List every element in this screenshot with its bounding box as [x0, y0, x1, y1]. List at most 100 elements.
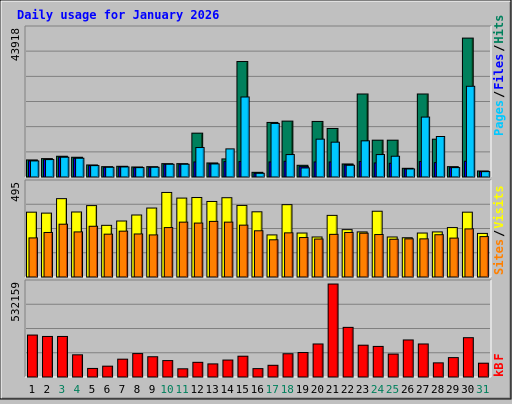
- bar-pages: [345, 164, 355, 178]
- bar-kbytes: [447, 357, 459, 378]
- bar-kbytes: [132, 353, 144, 378]
- bar-pages: [45, 159, 55, 178]
- x-tick-label: 15: [236, 383, 249, 396]
- x-tick-label: 27: [416, 383, 429, 396]
- chart-title: Daily usage for January 2026: [17, 8, 219, 22]
- bar-pages: [270, 122, 280, 178]
- bar-kbytes: [42, 335, 53, 378]
- bar-pages: [195, 147, 205, 178]
- bar-pages: [300, 167, 310, 178]
- bar-sites: [223, 221, 234, 278]
- bar-kbytes: [477, 362, 489, 378]
- bar-pages: [240, 96, 250, 178]
- bar-sites: [359, 232, 369, 278]
- bar-pages: [60, 156, 70, 178]
- panel-legend: Pages/Files/Hits: [492, 15, 506, 136]
- bar-sites: [43, 231, 53, 278]
- x-tick-label: 14: [221, 383, 235, 396]
- bar-kbytes: [177, 368, 189, 378]
- x-tick-label: 26: [401, 383, 414, 396]
- panel-kbytes: 532159 kB F: [9, 279, 506, 378]
- bar-sites: [404, 238, 414, 278]
- x-tick-label: 11: [175, 383, 188, 396]
- bar-kbytes: [402, 339, 414, 378]
- x-tick-label: 22: [341, 383, 354, 396]
- x-tick-label: 31: [476, 383, 489, 396]
- legend-f: F: [492, 353, 506, 360]
- bar-pages: [480, 171, 491, 178]
- bar-kbytes: [357, 344, 369, 378]
- bar-sites: [434, 234, 444, 278]
- bar-sites: [269, 239, 279, 278]
- x-tick-label: 1: [28, 383, 35, 396]
- bar-kbytes: [192, 361, 204, 378]
- bar-pages: [450, 167, 461, 178]
- bar-sites: [329, 233, 339, 278]
- x-tick-label: 12: [190, 383, 203, 396]
- bar-kbytes: [387, 353, 399, 378]
- bar-sites: [449, 237, 459, 278]
- x-tick-label: 25: [386, 383, 399, 396]
- chart-panels: 43918Pages/Files/Hits495Sites/Visits5321…: [9, 15, 506, 378]
- panel-max-label: 43918: [9, 28, 22, 61]
- bar-sites: [73, 231, 84, 278]
- bar-kbytes: [102, 365, 114, 378]
- bar-pages: [90, 165, 100, 178]
- bar-pages: [420, 116, 431, 178]
- x-tick-label: 5: [89, 383, 96, 396]
- bar-sites: [193, 222, 204, 278]
- x-tick-label: 24: [371, 383, 385, 396]
- bar-pages: [375, 154, 386, 178]
- x-tick-label: 23: [356, 383, 369, 396]
- x-tick-label: 8: [134, 383, 141, 396]
- panel-legend: kB F: [492, 353, 506, 377]
- bar-sites: [238, 224, 249, 278]
- legend-visits: Visits: [492, 185, 506, 228]
- bar-pages: [180, 163, 190, 178]
- bar-kbytes: [222, 359, 234, 378]
- bar-pages: [285, 154, 295, 178]
- panel-legend: Sites / Visits: [492, 185, 506, 275]
- x-tick-label: 21: [326, 383, 339, 396]
- bar-sites: [374, 234, 384, 278]
- x-tick-label: 2: [43, 383, 50, 396]
- x-tick-label: 29: [446, 383, 459, 396]
- x-tick-label: 3: [59, 383, 66, 396]
- bar-kbytes: [342, 326, 354, 378]
- bar-pages: [210, 163, 220, 178]
- x-tick-label: 6: [104, 383, 111, 396]
- bar-pages: [120, 166, 130, 178]
- bar-kbytes: [72, 354, 84, 378]
- bar-kbytes: [87, 367, 99, 378]
- bar-sites: [133, 233, 144, 278]
- bar-sites: [163, 227, 174, 278]
- legend-files: Files: [492, 54, 506, 90]
- bar-pages: [225, 148, 235, 178]
- bar-kbytes: [417, 343, 429, 378]
- x-tick-label: 19: [296, 383, 309, 396]
- bar-kbytes: [27, 334, 38, 378]
- bar-sites: [314, 238, 324, 278]
- legend-separator: /: [492, 230, 506, 237]
- bar-sites: [419, 238, 429, 278]
- bar-kbytes: [57, 335, 68, 378]
- x-tick-label: 18: [281, 383, 294, 396]
- bar-kbytes: [147, 356, 159, 378]
- bar-kbytes: [297, 352, 309, 378]
- bar-sites: [344, 231, 354, 278]
- x-tick-label: 20: [311, 383, 324, 396]
- bar-pages: [150, 166, 160, 178]
- legend-separator: /: [492, 45, 506, 52]
- panel-max-label: 532159: [9, 282, 22, 322]
- bar-sites: [208, 220, 219, 278]
- bar-sites: [28, 237, 38, 278]
- bar-pages: [105, 166, 115, 178]
- legend-separator: /: [492, 91, 506, 98]
- bar-sites: [103, 233, 114, 278]
- panel-hits_files_pages: 43918 Pages/Files/Hits: [9, 15, 506, 178]
- bar-sites: [58, 223, 68, 278]
- bar-kbytes: [462, 337, 474, 378]
- bar-sites: [389, 238, 399, 278]
- bar-pages: [165, 163, 175, 178]
